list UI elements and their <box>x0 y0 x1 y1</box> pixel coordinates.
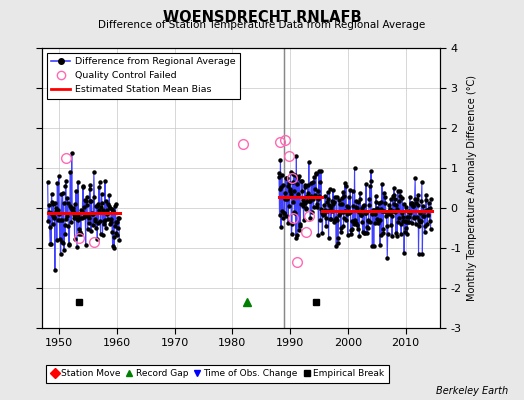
Legend: Station Move, Record Gap, Time of Obs. Change, Empirical Break: Station Move, Record Gap, Time of Obs. C… <box>47 365 389 383</box>
Text: WOENSDRECHT RNLAFB: WOENSDRECHT RNLAFB <box>162 10 362 25</box>
Y-axis label: Monthly Temperature Anomaly Difference (°C): Monthly Temperature Anomaly Difference (… <box>467 75 477 301</box>
Text: Difference of Station Temperature Data from Regional Average: Difference of Station Temperature Data f… <box>99 20 425 30</box>
Text: Berkeley Earth: Berkeley Earth <box>436 386 508 396</box>
